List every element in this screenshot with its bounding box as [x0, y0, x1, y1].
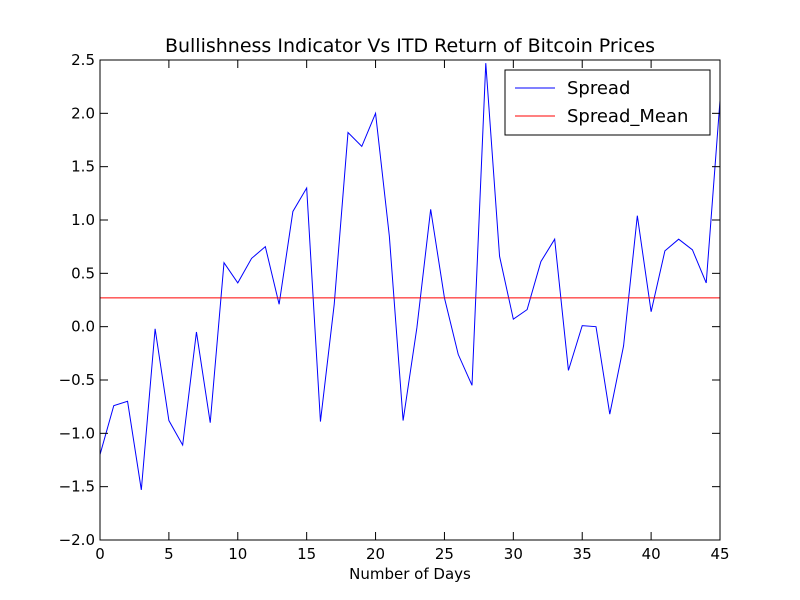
series-layer — [99, 63, 721, 490]
plot-frame — [99, 59, 721, 541]
y-tick-label: −1.0 — [59, 424, 95, 442]
series-line-spread — [99, 63, 721, 490]
x-tick-label: 40 — [642, 545, 661, 563]
x-tick-label: 35 — [573, 545, 592, 563]
x-tick-label: 5 — [164, 545, 174, 563]
y-tick-label: −2.0 — [59, 531, 95, 549]
y-tick-label: 1.5 — [71, 158, 95, 176]
x-tick-label: 10 — [228, 545, 247, 563]
y-tick-label: 1.0 — [71, 211, 95, 229]
x-tick-label: 25 — [435, 545, 454, 563]
y-tick-label: 2.5 — [71, 51, 95, 69]
x-tick-label: 45 — [710, 545, 729, 563]
y-tick-label: 0.5 — [71, 264, 95, 282]
x-tick-label: 20 — [366, 545, 385, 563]
y-tick-label: −0.5 — [59, 371, 95, 389]
y-tick-label: −1.5 — [59, 478, 95, 496]
legend-label-spread: Spread — [567, 78, 630, 99]
y-tick-label: 0.0 — [71, 318, 95, 336]
x-tick-label: 30 — [504, 545, 523, 563]
chart-title: Bullishness Indicator Vs ITD Return of B… — [165, 35, 655, 57]
y-tick-label: 2.0 — [71, 104, 95, 122]
x-tick-label: 0 — [95, 545, 105, 563]
ticks-layer: 0 5 10 15 20 25 30 35 40 45 −2.0 −1.5 −1.0 −0.5 0.0 0.5… — [59, 51, 730, 563]
legend-box — [504, 69, 711, 136]
x-axis-label: Number of Days — [349, 565, 471, 583]
plot-area — [100, 60, 720, 540]
x-tick-label: 15 — [297, 545, 316, 563]
legend: Spread Spread_Mean — [504, 69, 711, 136]
legend-label-spread-mean: Spread_Mean — [567, 106, 688, 127]
